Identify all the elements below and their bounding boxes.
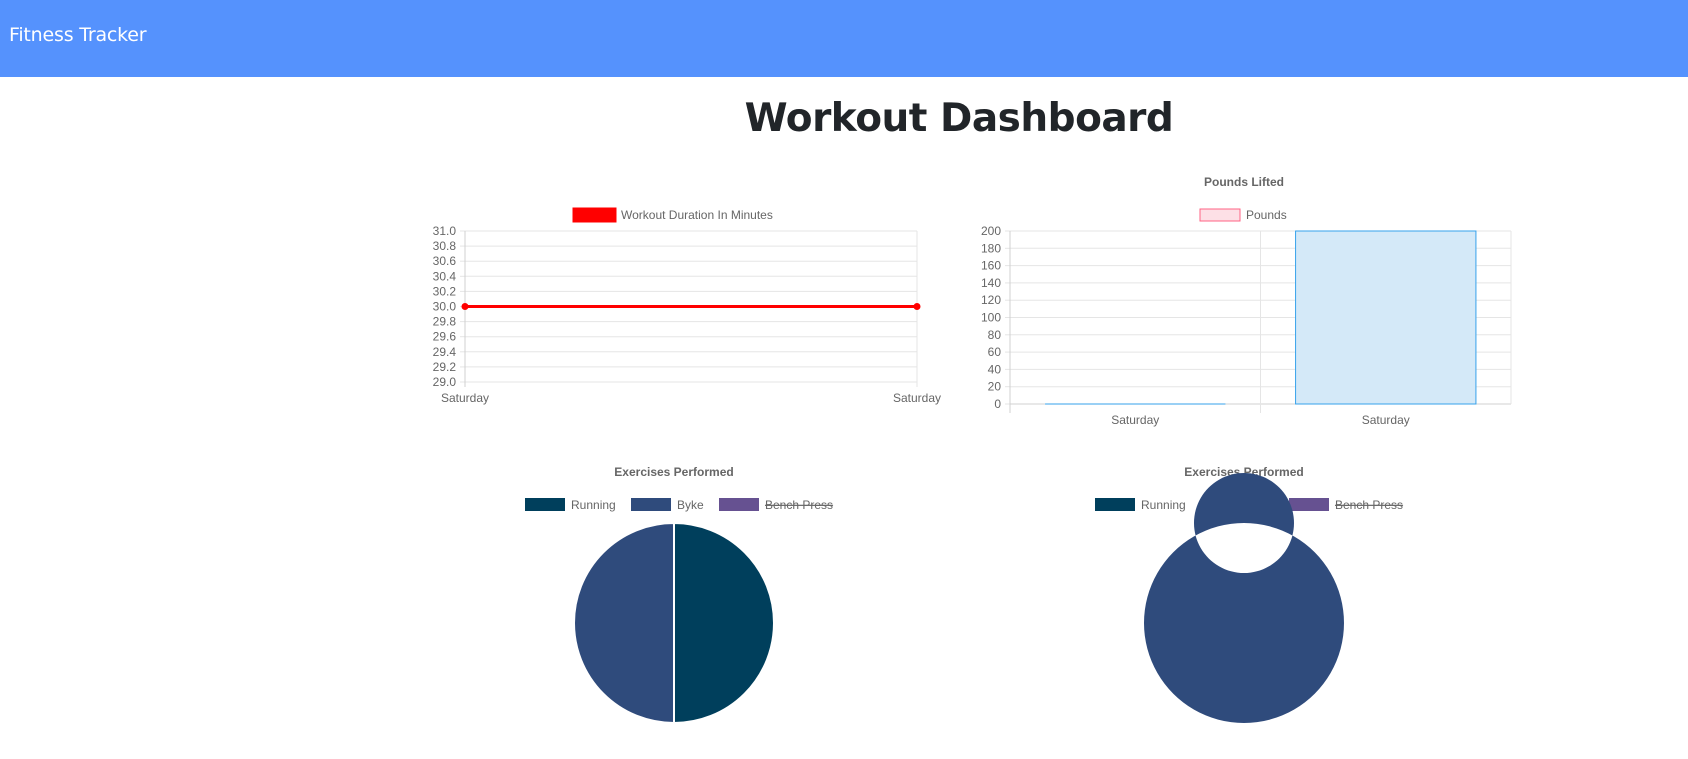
legend-label-pounds: Pounds xyxy=(1246,208,1287,222)
legend-swatch-byke xyxy=(631,498,671,511)
data-point-duration xyxy=(913,303,921,310)
y-tick-label: 200 xyxy=(981,224,1001,238)
legend-swatch-bench-press xyxy=(719,498,759,511)
y-tick-label: 120 xyxy=(981,293,1001,307)
legend-swatch-running xyxy=(525,498,565,511)
y-tick-label: 20 xyxy=(988,380,1002,394)
slice-running xyxy=(673,521,775,725)
y-tick-label: 30.6 xyxy=(433,254,457,268)
bar-pounds xyxy=(1295,230,1477,405)
legend-label-byke: Byke xyxy=(677,498,704,512)
y-tick-label: 29.0 xyxy=(433,375,457,389)
x-tick-label: Saturday xyxy=(441,391,489,405)
y-tick-label: 160 xyxy=(981,259,1001,273)
x-tick-label: Saturday xyxy=(1111,413,1159,427)
legend-swatch-running xyxy=(1095,498,1135,511)
y-tick-label: 140 xyxy=(981,276,1001,290)
legend-label-running: Running xyxy=(571,498,616,512)
x-tick-label: Saturday xyxy=(1362,413,1410,427)
legend-label-running: Running xyxy=(1141,498,1186,512)
chart-title-exercises: Exercises Performed xyxy=(1184,465,1303,479)
page-title: Workout Dashboard xyxy=(744,96,1174,141)
y-tick-label: 31.0 xyxy=(433,224,457,238)
y-tick-label: 100 xyxy=(981,311,1001,325)
y-tick-label: 30.8 xyxy=(433,239,457,253)
y-tick-label: 29.4 xyxy=(433,345,457,359)
legend-label-bench-press: Bench Press xyxy=(1335,498,1403,512)
y-tick-label: 29.6 xyxy=(433,330,457,344)
data-point-duration xyxy=(461,303,469,310)
y-tick-label: 40 xyxy=(988,362,1002,376)
legend-swatch-bench-press xyxy=(1289,498,1329,511)
y-tick-label: 29.8 xyxy=(433,315,457,329)
legend-label-bench-press: Bench Press xyxy=(765,498,833,512)
navbar-brand[interactable]: Fitness Tracker xyxy=(9,24,147,46)
y-tick-label: 60 xyxy=(988,345,1002,359)
y-tick-label: 180 xyxy=(981,241,1001,255)
y-tick-label: 30.4 xyxy=(433,269,457,283)
y-tick-label: 30.2 xyxy=(433,284,457,298)
chart-title-exercises: Exercises Performed xyxy=(614,465,733,479)
navbar: Fitness Tracker xyxy=(0,0,1688,77)
slice-byke xyxy=(1143,473,1344,724)
legend-swatch-duration xyxy=(572,207,617,223)
y-tick-label: 30.0 xyxy=(433,300,457,314)
legend-swatch-pounds xyxy=(1199,208,1241,222)
legend-label-duration: Workout Duration In Minutes xyxy=(621,208,773,222)
y-tick-label: 0 xyxy=(994,397,1001,411)
chart-title-pounds: Pounds Lifted xyxy=(1204,175,1284,189)
y-tick-label: 80 xyxy=(988,328,1002,342)
x-tick-label: Saturday xyxy=(893,391,941,405)
y-tick-label: 29.2 xyxy=(433,360,457,374)
slice-byke xyxy=(573,521,675,725)
